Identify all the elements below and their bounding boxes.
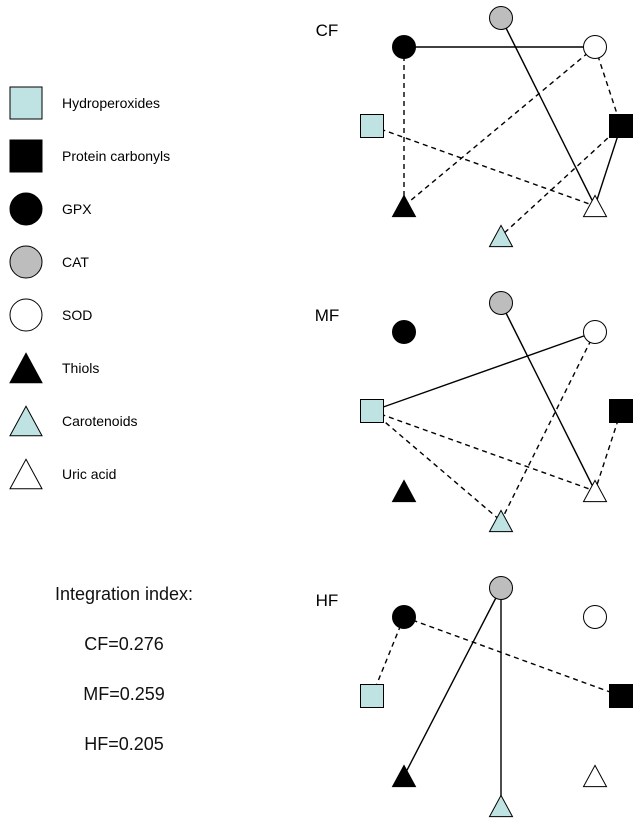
edge-sod-hydroperoxides bbox=[371, 331, 596, 412]
legend-item-cat: CAT bbox=[9, 245, 89, 279]
node-cat bbox=[489, 291, 513, 315]
thiols-legend-marker bbox=[9, 352, 43, 384]
integration-index: Integration index: CF=0.276 MF=0.259 HF=… bbox=[55, 584, 193, 754]
node-protein-carbonyls bbox=[609, 114, 633, 138]
panel-mf: MF bbox=[315, 291, 633, 533]
uric-acid-legend-marker bbox=[9, 458, 43, 490]
node-hydroperoxides bbox=[360, 399, 384, 423]
panels: CF MF HF bbox=[315, 6, 633, 818]
legend-item-carotenoids: Carotenoids bbox=[9, 405, 138, 437]
protein-carbonyls-legend-marker bbox=[9, 139, 43, 173]
cat-legend-marker bbox=[9, 245, 43, 279]
gpx-legend-marker bbox=[9, 192, 43, 226]
edge-cat-thiols bbox=[403, 587, 502, 777]
node-sod bbox=[583, 605, 607, 629]
node-thiols bbox=[391, 194, 417, 218]
panel-hf-edges bbox=[371, 587, 622, 806]
legend-item-thiols: Thiols bbox=[9, 352, 99, 384]
edge-cat-uric-acid bbox=[500, 17, 596, 207]
panel-cf-edges bbox=[371, 17, 622, 237]
edge-sod-thiols bbox=[403, 46, 596, 207]
legend-label-carotenoids: Carotenoids bbox=[62, 413, 138, 429]
node-sod bbox=[583, 320, 607, 344]
node-hydroperoxides bbox=[360, 684, 384, 708]
edge-hydroperoxides-uric-acid bbox=[371, 125, 596, 207]
legend-item-gpx: GPX bbox=[9, 192, 92, 226]
legend-label-hydroperoxides: Hydroperoxides bbox=[62, 95, 160, 111]
legend-item-sod: SOD bbox=[9, 298, 92, 332]
panel-cf: CF bbox=[316, 6, 633, 248]
panel-mf-nodes bbox=[360, 291, 633, 533]
integration-value-mf: MF=0.259 bbox=[83, 684, 165, 704]
edge-hydroperoxides-carotenoids bbox=[371, 410, 502, 522]
node-protein-carbonyls bbox=[609, 684, 633, 708]
panel-hf: HF bbox=[316, 576, 633, 818]
legend: Hydroperoxides Protein carbonyls GPX CAT SOD… bbox=[9, 86, 170, 490]
integration-title: Integration index: bbox=[55, 584, 193, 604]
node-gpx bbox=[392, 605, 416, 629]
panel-label-mf: MF bbox=[315, 306, 340, 325]
node-carotenoids bbox=[488, 224, 514, 248]
node-gpx bbox=[392, 320, 416, 344]
panel-label-cf: CF bbox=[316, 21, 339, 40]
edge-sod-protein-carbonyls bbox=[594, 46, 622, 127]
legend-label-cat: CAT bbox=[62, 254, 89, 270]
node-gpx bbox=[392, 35, 416, 59]
node-uric-acid bbox=[582, 479, 608, 503]
node-thiols bbox=[391, 479, 417, 503]
node-carotenoids bbox=[488, 794, 514, 818]
edge-hydroperoxides-uric-acid bbox=[371, 410, 596, 492]
node-protein-carbonyls bbox=[609, 399, 633, 423]
edge-sod-carotenoids bbox=[500, 331, 596, 522]
carotenoids-legend-marker bbox=[9, 405, 43, 437]
panel-hf-nodes bbox=[360, 576, 633, 818]
legend-label-thiols: Thiols bbox=[62, 360, 99, 376]
node-cat bbox=[489, 576, 513, 600]
node-carotenoids bbox=[488, 509, 514, 533]
sod-legend-marker bbox=[9, 298, 43, 332]
panel-cf-nodes bbox=[360, 6, 633, 248]
edge-protein-carbonyls-carotenoids bbox=[500, 125, 622, 237]
node-uric-acid bbox=[582, 194, 608, 218]
node-thiols bbox=[391, 764, 417, 788]
legend-item-hydroperoxides: Hydroperoxides bbox=[9, 86, 160, 120]
legend-label-uric-acid: Uric acid bbox=[62, 466, 116, 482]
panel-mf-edges bbox=[371, 302, 622, 522]
node-uric-acid bbox=[582, 764, 608, 788]
node-cat bbox=[489, 6, 513, 30]
node-sod bbox=[583, 35, 607, 59]
edge-cat-uric-acid bbox=[500, 302, 596, 492]
hydroperoxides-legend-marker bbox=[9, 86, 43, 120]
legend-label-sod: SOD bbox=[62, 307, 92, 323]
node-hydroperoxides bbox=[360, 114, 384, 138]
legend-item-uric_acid: Uric acid bbox=[9, 458, 116, 490]
edge-gpx-protein-carbonyls bbox=[403, 616, 622, 697]
integration-value-cf: CF=0.276 bbox=[84, 634, 164, 654]
integration-value-hf: HF=0.205 bbox=[84, 734, 164, 754]
legend-label-protein-carbonyls: Protein carbonyls bbox=[62, 148, 170, 164]
legend-label-gpx: GPX bbox=[62, 201, 92, 217]
edge-protein-carbonyls-uric-acid bbox=[594, 125, 622, 207]
legend-item-protein_carbonyls: Protein carbonyls bbox=[9, 139, 170, 173]
panel-label-hf: HF bbox=[316, 591, 339, 610]
